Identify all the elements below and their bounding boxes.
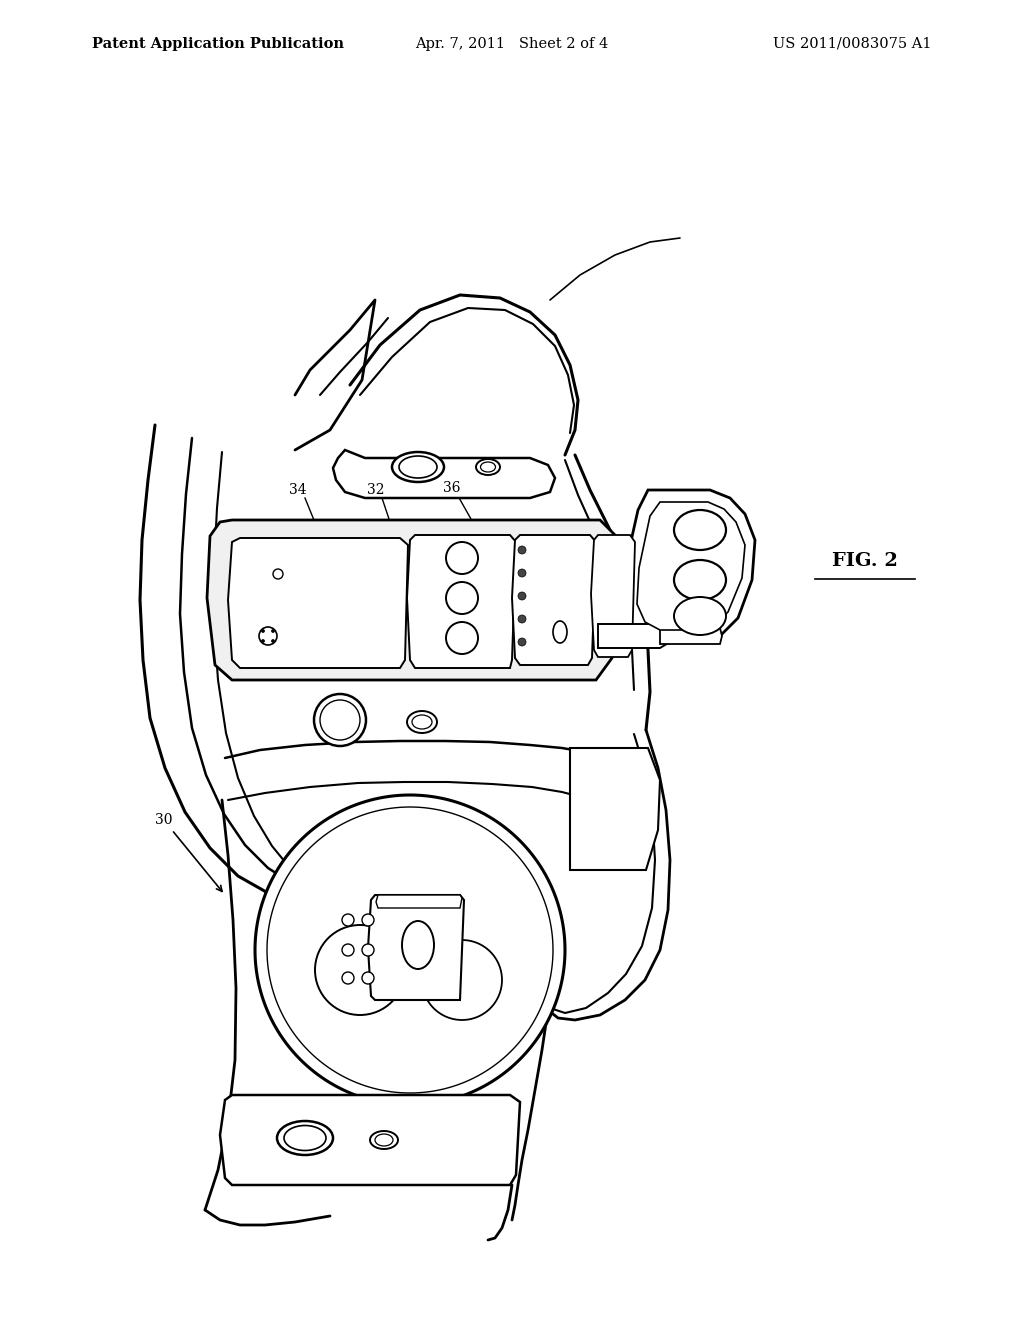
Polygon shape	[228, 539, 408, 668]
Ellipse shape	[261, 639, 264, 643]
Polygon shape	[255, 795, 565, 1105]
Ellipse shape	[284, 1126, 326, 1151]
Polygon shape	[220, 1096, 520, 1185]
Ellipse shape	[342, 913, 354, 927]
Ellipse shape	[518, 591, 526, 601]
Polygon shape	[637, 502, 745, 630]
Ellipse shape	[674, 560, 726, 601]
Ellipse shape	[476, 459, 500, 475]
Polygon shape	[591, 535, 635, 657]
Ellipse shape	[392, 451, 444, 482]
Ellipse shape	[259, 627, 278, 645]
Ellipse shape	[422, 940, 502, 1020]
Polygon shape	[376, 895, 462, 908]
Ellipse shape	[399, 455, 437, 478]
Ellipse shape	[314, 694, 366, 746]
Ellipse shape	[278, 1121, 333, 1155]
Ellipse shape	[271, 630, 274, 632]
Ellipse shape	[446, 543, 478, 574]
Ellipse shape	[271, 639, 274, 643]
Ellipse shape	[315, 925, 406, 1015]
Text: 30: 30	[155, 813, 222, 891]
Ellipse shape	[362, 972, 374, 983]
Polygon shape	[598, 624, 670, 648]
Polygon shape	[333, 450, 555, 498]
Ellipse shape	[362, 913, 374, 927]
Ellipse shape	[402, 921, 434, 969]
Ellipse shape	[412, 715, 432, 729]
Ellipse shape	[370, 1131, 398, 1148]
Polygon shape	[267, 807, 553, 1093]
Text: 34: 34	[289, 483, 307, 498]
Text: US 2011/0083075 A1: US 2011/0083075 A1	[773, 37, 932, 51]
Text: 36: 36	[443, 480, 461, 495]
Ellipse shape	[553, 620, 567, 643]
Text: 32: 32	[368, 483, 385, 498]
Ellipse shape	[480, 462, 496, 473]
Text: Patent Application Publication: Patent Application Publication	[92, 37, 344, 51]
Text: FIG. 2: FIG. 2	[833, 552, 898, 570]
Ellipse shape	[362, 944, 374, 956]
Ellipse shape	[273, 569, 283, 579]
Ellipse shape	[674, 510, 726, 550]
Polygon shape	[407, 535, 516, 668]
Polygon shape	[660, 628, 722, 644]
Ellipse shape	[407, 711, 437, 733]
Ellipse shape	[342, 972, 354, 983]
Ellipse shape	[518, 615, 526, 623]
Polygon shape	[570, 748, 660, 870]
Ellipse shape	[518, 569, 526, 577]
Polygon shape	[207, 520, 618, 680]
Ellipse shape	[518, 638, 526, 645]
Polygon shape	[368, 895, 464, 1001]
Ellipse shape	[319, 700, 360, 741]
Ellipse shape	[446, 622, 478, 653]
Ellipse shape	[375, 1134, 393, 1146]
Ellipse shape	[518, 546, 526, 554]
Ellipse shape	[261, 630, 264, 632]
Polygon shape	[622, 490, 755, 638]
Polygon shape	[512, 535, 596, 665]
Ellipse shape	[342, 944, 354, 956]
Text: Apr. 7, 2011   Sheet 2 of 4: Apr. 7, 2011 Sheet 2 of 4	[416, 37, 608, 51]
Ellipse shape	[674, 597, 726, 635]
Ellipse shape	[446, 582, 478, 614]
